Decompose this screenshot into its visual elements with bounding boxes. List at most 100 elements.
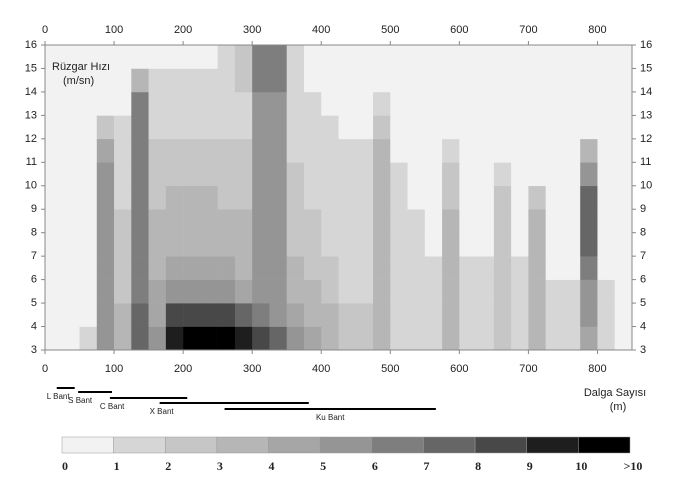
heatmap-cell <box>545 162 564 187</box>
heatmap-cell <box>96 115 115 140</box>
heatmap-cell <box>131 185 149 210</box>
heatmap-cell <box>62 303 80 327</box>
heatmap-cell <box>200 91 218 116</box>
heatmap-cell <box>390 303 408 327</box>
heatmap-cell <box>390 91 408 116</box>
heatmap-cell <box>79 162 98 187</box>
heatmap-cell <box>321 303 339 327</box>
heatmap-cell <box>493 256 512 280</box>
heatmap-cell <box>45 326 63 351</box>
heatmap-cell <box>217 279 236 304</box>
heatmap-cell <box>303 45 322 69</box>
heatmap-cell <box>511 45 529 69</box>
heatmap-cell <box>407 91 426 116</box>
y-tick-label: 15 <box>25 62 37 74</box>
heatmap-cell <box>476 303 495 327</box>
heatmap-cell <box>321 162 339 187</box>
heatmap-cell <box>424 185 443 210</box>
heatmap-cell <box>511 138 529 163</box>
heatmap-cell <box>390 232 408 257</box>
colorbar-label: 6 <box>372 459 378 473</box>
heatmap-cell <box>562 185 581 210</box>
heatmap-cell <box>96 185 115 210</box>
x-tick-label: 700 <box>519 363 537 375</box>
heatmap-cell <box>183 303 201 327</box>
heatmap-cell <box>545 115 564 140</box>
heatmap-cell <box>269 279 288 304</box>
heatmap-cell <box>459 185 477 210</box>
heatmap-cell <box>234 303 253 327</box>
y-tick-label-right: 4 <box>640 320 646 332</box>
heatmap-cell <box>62 91 80 116</box>
heatmap-cell <box>79 303 98 327</box>
heatmap-cell <box>442 45 460 69</box>
heatmap-cell <box>114 256 132 280</box>
heatmap-cell <box>614 232 633 257</box>
heatmap-cell <box>614 138 633 163</box>
y-tick-label: 4 <box>31 320 37 332</box>
heatmap-cell <box>476 162 495 187</box>
heatmap-cell <box>45 162 63 187</box>
heatmap-cell <box>407 232 426 257</box>
heatmap-cell <box>234 209 253 233</box>
heatmap-cell <box>200 162 218 187</box>
heatmap-cell <box>303 303 322 327</box>
heatmap-cell <box>62 138 80 163</box>
heatmap-cell <box>148 303 167 327</box>
heatmap-cell <box>390 326 408 351</box>
heatmap-cell <box>96 232 115 257</box>
heatmap-cell <box>562 256 581 280</box>
y-tick-label-right: 14 <box>640 86 652 98</box>
heatmap-cell <box>217 138 236 163</box>
heatmap-cell <box>528 162 546 187</box>
heatmap-cell <box>234 162 253 187</box>
heatmap-cell <box>373 68 391 93</box>
y-tick-label-right: 7 <box>640 250 646 262</box>
heatmap-cell <box>390 279 408 304</box>
y-axis-unit: (m/sn) <box>63 75 94 87</box>
heatmap-cell <box>390 45 408 69</box>
heatmap-cell <box>338 162 357 187</box>
heatmap-cell <box>286 68 305 93</box>
heatmap-cell <box>355 185 374 210</box>
heatmap-cell <box>183 232 201 257</box>
heatmap-cell <box>321 185 339 210</box>
heatmap-cell <box>407 303 426 327</box>
y-tick-label: 13 <box>25 109 37 121</box>
heatmap-cell <box>321 209 339 233</box>
y-tick-label-right: 5 <box>640 297 646 309</box>
heatmap-cell <box>407 209 426 233</box>
heatmap-cell <box>96 91 115 116</box>
heatmap-cell <box>165 138 184 163</box>
y-tick-label-right: 15 <box>640 62 652 74</box>
heatmap-cell <box>96 138 115 163</box>
heatmap-cell <box>114 279 132 304</box>
heatmap-cell <box>217 326 236 351</box>
heatmap-cell <box>114 326 132 351</box>
colorbar-label: 5 <box>320 459 326 473</box>
heatmap-cell <box>597 209 616 233</box>
heatmap-cell <box>562 162 581 187</box>
heatmap-cell <box>614 256 633 280</box>
heatmap-cell <box>580 185 598 210</box>
heatmap-cell <box>355 115 374 140</box>
x-tick-label-top: 100 <box>105 24 123 36</box>
heatmap-cell <box>511 162 529 187</box>
heatmap-cell <box>96 209 115 233</box>
heatmap-cell <box>338 303 357 327</box>
heatmap-cell <box>493 162 512 187</box>
heatmap-cell <box>269 185 288 210</box>
heatmap-cell <box>303 326 322 351</box>
heatmap-cell <box>459 279 477 304</box>
heatmap-cell <box>597 91 616 116</box>
heatmap-cell <box>286 138 305 163</box>
heatmap-cell <box>148 256 167 280</box>
heatmap-cell <box>528 303 546 327</box>
heatmap-cell <box>476 326 495 351</box>
heatmap-cell <box>562 45 581 69</box>
x-tick-label: 500 <box>381 363 399 375</box>
heatmap-cell <box>528 256 546 280</box>
heatmap-cell <box>303 232 322 257</box>
heatmap-cell <box>511 303 529 327</box>
heatmap-cell <box>442 162 460 187</box>
